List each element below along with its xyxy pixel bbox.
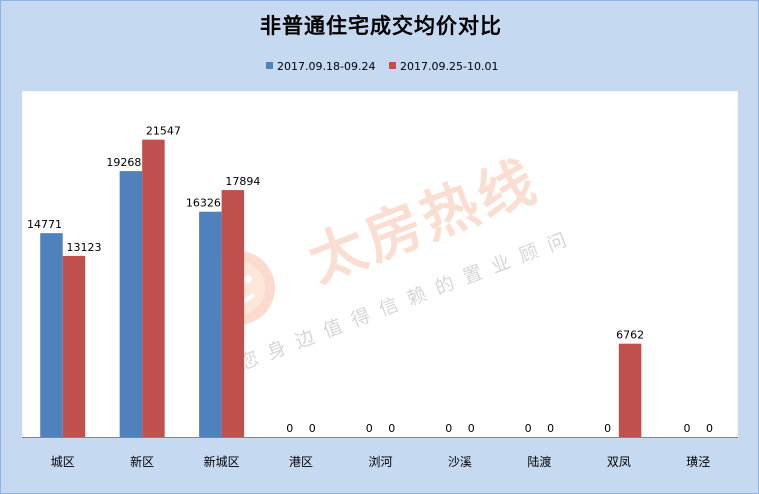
x-tick-label-7: 陆渡 xyxy=(527,454,551,469)
x-tick-label-3: 新城区 xyxy=(204,454,240,469)
data-labels: 14771 13123 19268 21547 16326 17894 0 0 0 0 0 0 0 0 0 6… xyxy=(27,125,713,435)
data-label-series-1-category-3: 16326 xyxy=(186,197,221,210)
x-tick-label-8: 双凤 xyxy=(607,455,631,469)
bar-series-2-category-2 xyxy=(142,139,165,437)
data-label-series-2-category-2: 21547 xyxy=(146,125,181,138)
data-label-series-1-category-1: 14771 xyxy=(27,218,62,231)
legend-label-series-1: 2017.09.18-09.24 xyxy=(277,60,375,73)
data-label-series-1-category-9: 0 xyxy=(684,422,691,435)
bar-series-1-category-1 xyxy=(40,233,63,437)
data-label-series-1-category-7: 0 xyxy=(525,422,532,435)
x-axis-tick-labels: 城区 新区 新城区 港区 浏河 沙溪 陆渡 双凤 璜泾 xyxy=(51,454,711,469)
data-label-series-2-category-6: 0 xyxy=(468,422,475,435)
data-label-series-2-category-9: 0 xyxy=(706,422,713,435)
data-label-series-1-category-2: 19268 xyxy=(106,156,141,169)
x-tick-label-6: 沙溪 xyxy=(448,455,472,469)
data-label-series-2-category-8: 6762 xyxy=(616,329,644,342)
data-label-series-2-category-7: 0 xyxy=(547,422,554,435)
x-tick-label-9: 璜泾 xyxy=(686,455,710,469)
x-tick-label-1: 城区 xyxy=(51,455,75,469)
data-label-series-2-category-5: 0 xyxy=(388,422,395,435)
legend-swatch-series-2 xyxy=(389,62,396,69)
x-tick-label-5: 浏河 xyxy=(368,455,392,469)
data-label-series-1-category-4: 0 xyxy=(286,422,293,435)
bar-series-1-category-2 xyxy=(119,171,143,437)
data-label-series-2-category-4: 0 xyxy=(309,422,316,435)
bar-series-2-category-8 xyxy=(618,343,642,437)
legend-swatch-series-1 xyxy=(266,62,273,69)
bar-marks xyxy=(40,139,642,437)
legend-item-series-2: 2017.09.25-10.01 xyxy=(389,60,498,73)
data-label-series-2-category-1: 13123 xyxy=(66,241,101,254)
data-label-series-1-category-8: 0 xyxy=(604,422,611,435)
x-tick-label-2: 新区 xyxy=(130,454,154,469)
legend-item-series-1: 2017.09.18-09.24 xyxy=(266,60,375,73)
legend-label-series-2: 2017.09.25-10.01 xyxy=(400,60,498,73)
bar-series-1-category-3 xyxy=(199,211,222,437)
x-tick-label-4: 港区 xyxy=(289,455,313,469)
legend: 2017.09.18-09.24 2017.09.25-10.01 xyxy=(266,60,498,73)
bar-series-2-category-1 xyxy=(62,255,86,437)
chart-title: 非普通住宅成交均价对比 xyxy=(260,14,502,38)
data-label-series-2-category-3: 17894 xyxy=(225,175,260,188)
data-label-series-1-category-5: 0 xyxy=(366,422,373,435)
bar-series-2-category-3 xyxy=(221,190,245,437)
data-label-series-1-category-6: 0 xyxy=(445,422,452,435)
